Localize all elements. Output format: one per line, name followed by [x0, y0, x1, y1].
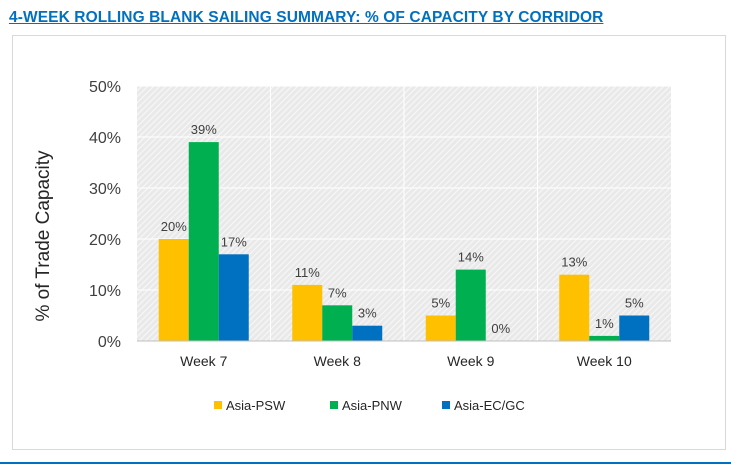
- page-title: 4-WEEK ROLLING BLANK SAILING SUMMARY: % …: [9, 9, 604, 26]
- bar: [352, 325, 383, 341]
- data-label: 14%: [458, 250, 484, 265]
- y-tick-label: 0%: [98, 334, 121, 351]
- x-axis-labels: Week 7 Week 8 Week 9 Week 10: [180, 353, 632, 369]
- data-label: 17%: [221, 234, 247, 249]
- data-label: 11%: [295, 265, 320, 280]
- data-label: 5%: [625, 296, 644, 311]
- data-labels: 20% 39% 17% 11% 7% 3% 5% 14% 0% 13% 1% 5%: [161, 122, 644, 336]
- data-label: 39%: [191, 122, 217, 137]
- x-tick-label: Week 8: [314, 353, 361, 369]
- y-tick-label: 10%: [89, 283, 121, 300]
- data-label: 5%: [431, 296, 450, 311]
- data-label: 3%: [358, 306, 377, 321]
- bar: [158, 239, 189, 341]
- y-axis-title: % of Trade Capacity: [33, 150, 54, 322]
- y-tick-label: 20%: [89, 232, 121, 249]
- data-label: 0%: [491, 321, 510, 336]
- y-tick-label: 30%: [89, 181, 121, 198]
- legend-swatch: [330, 401, 338, 409]
- data-label: 1%: [595, 316, 614, 331]
- data-label: 7%: [328, 285, 347, 300]
- bar: [455, 269, 486, 341]
- bar: [619, 315, 650, 341]
- bar: [589, 335, 620, 341]
- bottom-rule: [0, 462, 731, 464]
- bar: [425, 315, 456, 341]
- legend-label: Asia-EC/GC: [454, 398, 525, 413]
- x-tick-label: Week 9: [447, 353, 494, 369]
- legend-label: Asia-PSW: [226, 398, 286, 413]
- data-label: 20%: [161, 219, 187, 234]
- y-tick-label: 40%: [89, 130, 121, 147]
- bars: [158, 142, 650, 341]
- bar: [322, 305, 353, 341]
- y-tick-label: 50%: [89, 79, 121, 96]
- legend: Asia-PSW Asia-PNW Asia-EC/GC: [214, 398, 525, 413]
- bar: [218, 254, 249, 341]
- legend-swatch: [442, 401, 450, 409]
- bar: [559, 274, 590, 341]
- bar: [292, 284, 323, 341]
- legend-label: Asia-PNW: [342, 398, 403, 413]
- y-axis-ticks: 0% 10% 20% 30% 40% 50%: [89, 79, 121, 351]
- data-label: 13%: [561, 255, 587, 270]
- x-tick-label: Week 7: [180, 353, 227, 369]
- x-tick-label: Week 10: [577, 353, 632, 369]
- legend-swatch: [214, 401, 222, 409]
- bar: [188, 142, 219, 341]
